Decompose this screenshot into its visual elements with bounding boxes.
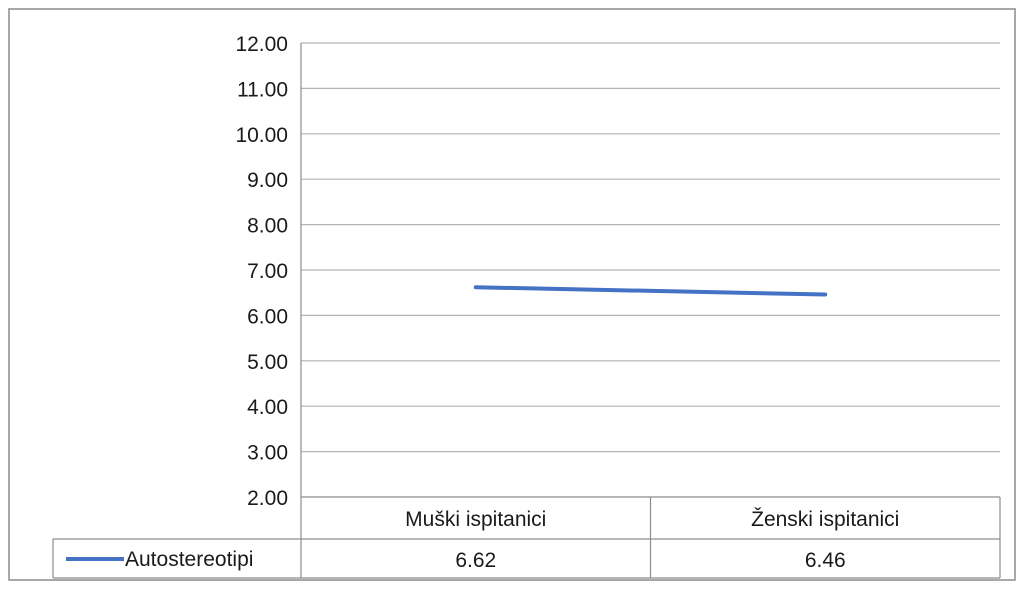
chart-area-border — [8, 8, 1016, 581]
data-label: 6.46 — [805, 549, 846, 572]
data-table: Muški ispitanici Ženski ispitanici Autoste… — [52, 496, 1001, 579]
x-category-label: Ženski ispitanici — [751, 508, 899, 531]
y-tick-label: 11.00 — [237, 78, 288, 101]
y-tick-label: 7.00 — [247, 260, 288, 283]
y-tick-label: 3.00 — [247, 442, 288, 465]
y-tick-label: 8.00 — [247, 215, 288, 238]
gridlines — [300, 42, 1000, 578]
y-tick-label: 4.00 — [247, 396, 288, 419]
y-tick-label: 5.00 — [247, 351, 288, 374]
data-label: 6.62 — [455, 549, 496, 572]
y-tick-label: 10.00 — [235, 124, 288, 147]
y-tick-label: 2.00 — [247, 487, 288, 510]
x-category-label: Muški ispitanici — [405, 508, 546, 531]
series-lines — [473, 285, 828, 297]
y-tick-label: 12.00 — [235, 33, 288, 56]
y-axis-tick-labels: 2.00 3.00 4.00 5.00 6.00 7.00 8.00 9.00 10.00 11.… — [235, 33, 288, 510]
legend-entry: Autostereotipi — [125, 548, 253, 571]
y-tick-label: 6.00 — [247, 305, 288, 328]
y-tick-label: 9.00 — [247, 169, 288, 192]
series-line — [473, 285, 828, 297]
